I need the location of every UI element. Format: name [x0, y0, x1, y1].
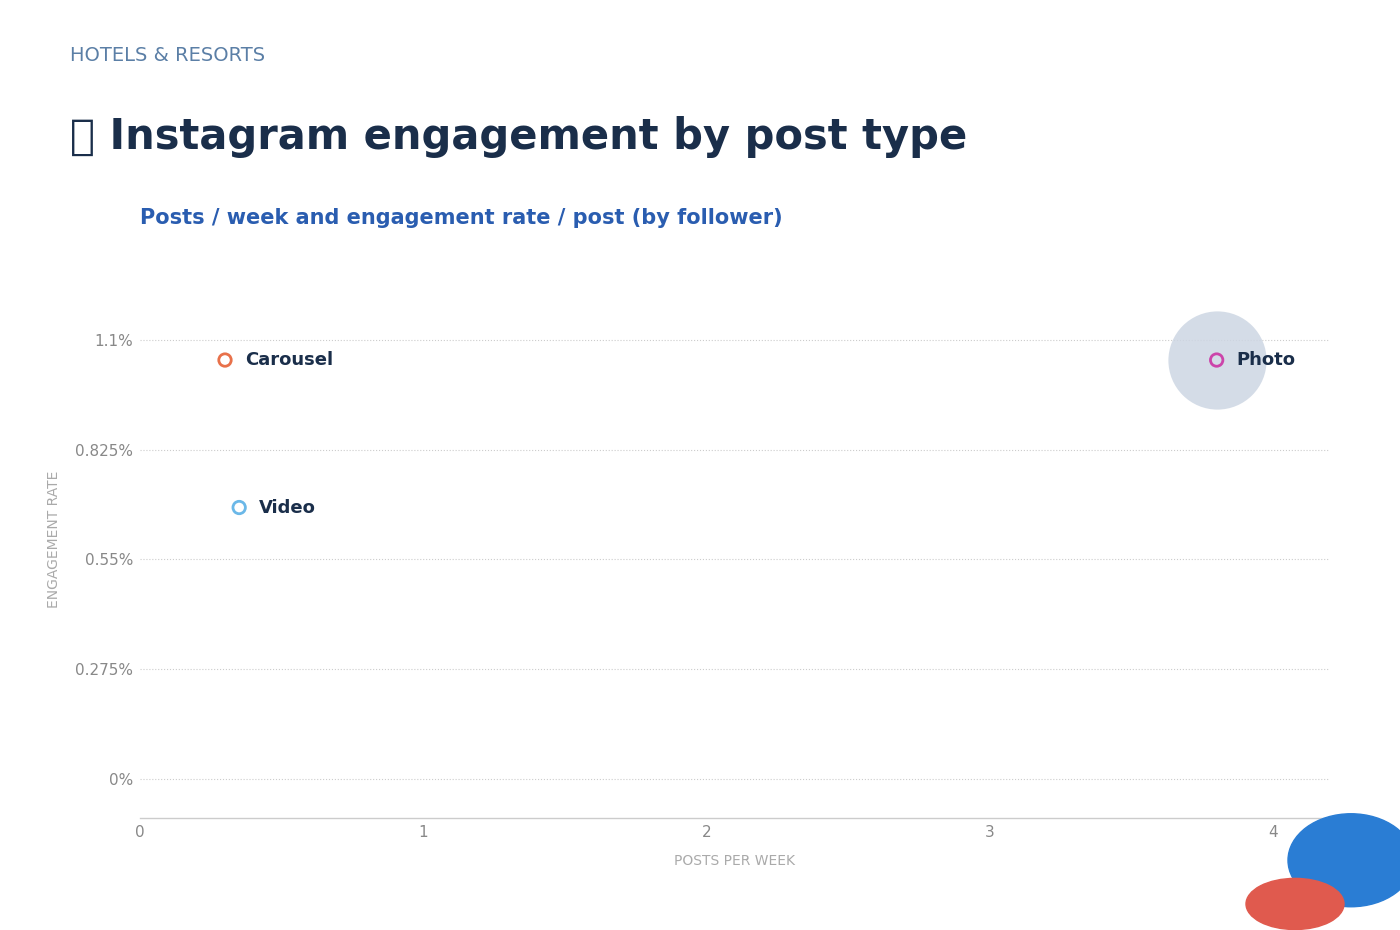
Point	[1205, 352, 1228, 367]
Text: Video: Video	[259, 498, 316, 516]
Point	[214, 352, 237, 367]
Point	[228, 500, 251, 515]
Text: Photo: Photo	[1236, 351, 1295, 369]
Y-axis label: ENGAGEMENT RATE: ENGAGEMENT RATE	[48, 471, 62, 608]
Text: Carousel: Carousel	[245, 351, 333, 369]
Text: HOTELS & RESORTS: HOTELS & RESORTS	[70, 46, 265, 64]
X-axis label: POSTS PER WEEK: POSTS PER WEEK	[675, 855, 795, 869]
Point	[1205, 352, 1228, 367]
Text: Rival: Rival	[1228, 857, 1278, 875]
Text: Posts / week and engagement rate / post (by follower): Posts / week and engagement rate / post …	[140, 207, 783, 228]
Text: ⓘ Instagram engagement by post type: ⓘ Instagram engagement by post type	[70, 116, 967, 158]
Text: IQ: IQ	[1242, 890, 1264, 909]
